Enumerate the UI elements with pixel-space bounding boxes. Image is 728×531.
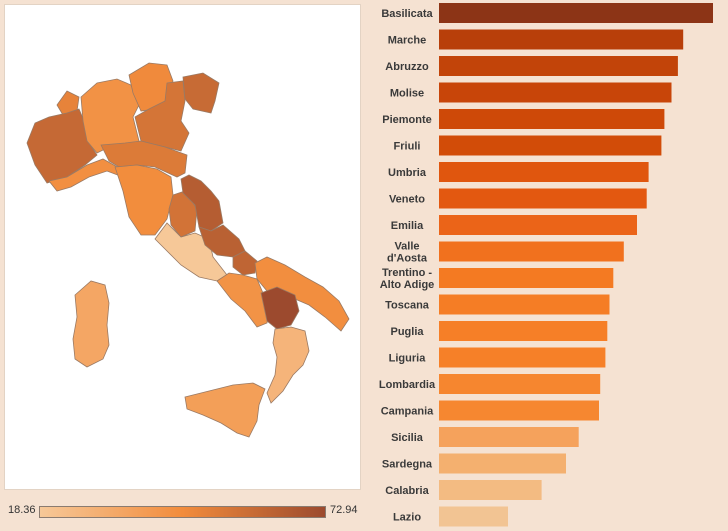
map-panel [4, 4, 361, 490]
legend-max-label: 72.94 [330, 504, 358, 516]
bar-calabria[interactable] [439, 480, 542, 500]
bar-piemonte[interactable] [439, 109, 665, 129]
bar-toscana[interactable] [439, 294, 610, 315]
region-marche[interactable] [180, 174, 224, 232]
bar-label: Puglia [390, 326, 424, 338]
bar-emilia[interactable] [439, 215, 637, 235]
bar-sardegna[interactable] [439, 453, 566, 474]
bar-label: Lombardia [379, 379, 436, 391]
color-legend: 18.36 72.94 [0, 496, 361, 526]
bar-basilicata[interactable] [439, 3, 713, 23]
legend-gradient-bar [39, 506, 326, 518]
bar-puglia[interactable] [439, 321, 608, 341]
bar-liguria[interactable] [439, 347, 606, 368]
region-lombardia[interactable] [80, 78, 140, 154]
region-toscana[interactable] [114, 164, 174, 236]
bar-lazio[interactable] [439, 506, 508, 527]
bar-molise[interactable] [439, 82, 672, 103]
bar-label: Emilia [391, 220, 424, 232]
region-valle-d-aosta[interactable] [56, 90, 80, 116]
bar-label: Sardegna [382, 459, 433, 471]
bar-trentino-alto-adige[interactable] [439, 268, 614, 288]
bar-friuli[interactable] [439, 135, 662, 156]
bar-label: Umbria [388, 167, 427, 179]
region-lazio[interactable] [154, 222, 228, 282]
bar-label: Campania [381, 406, 434, 418]
bar-label: Toscana [385, 300, 430, 312]
bar-label: Abruzzo [385, 61, 429, 73]
legend-min-label: 18.36 [8, 504, 36, 516]
region-calabria[interactable] [266, 326, 310, 404]
italy-choropleth-map [26, 62, 350, 438]
bar-abruzzo[interactable] [439, 56, 678, 76]
region-sardegna[interactable] [72, 280, 110, 368]
region-molise[interactable] [232, 250, 258, 276]
bar-label: Marche [388, 35, 427, 47]
bar-label: Sicilia [391, 432, 424, 444]
region-basilicata[interactable] [260, 286, 300, 330]
bar-label: Liguria [389, 353, 427, 365]
bar-label: Friuli [394, 141, 421, 153]
bar-campania[interactable] [439, 400, 599, 421]
bar-label: Valle d'Aosta [387, 241, 428, 265]
bar-sicilia[interactable] [439, 427, 579, 447]
bar-chart: Basilicata Marche Abruzzo Molise Piemonte Fri… [379, 3, 713, 527]
region-sicilia[interactable] [184, 382, 266, 438]
bar-umbria[interactable] [439, 162, 649, 182]
bar-valle-d-aosta[interactable] [439, 241, 624, 262]
region-emilia[interactable] [100, 140, 188, 178]
bar-veneto[interactable] [439, 188, 647, 209]
bar-label: Calabria [385, 485, 429, 497]
bar-label: Basilicata [381, 8, 433, 20]
bar-label: Molise [390, 88, 424, 100]
region-friuli[interactable] [182, 72, 220, 114]
bar-label: Lazio [393, 512, 421, 524]
bar-label: Trentino -Alto Adige [380, 267, 435, 291]
bar-marche[interactable] [439, 29, 684, 50]
bar-label: Piemonte [382, 114, 432, 126]
bar-lombardia[interactable] [439, 374, 601, 394]
bar-label: Veneto [389, 194, 425, 206]
